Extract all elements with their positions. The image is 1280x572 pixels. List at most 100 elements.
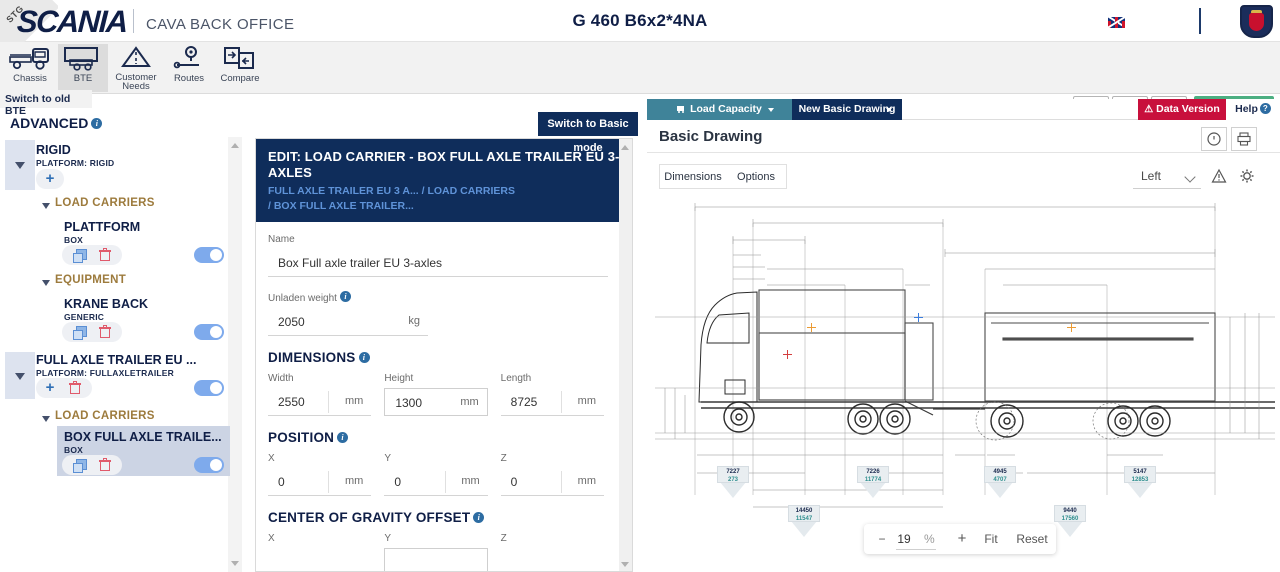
subtab-options[interactable]: Options: [737, 171, 775, 183]
length-input[interactable]: [508, 388, 564, 415]
print-button[interactable]: [1231, 127, 1257, 151]
toggle-krane-back[interactable]: [194, 324, 224, 340]
technical-drawing: [655, 203, 1275, 508]
breadcrumb-item-1[interactable]: FULL AXLE TRAILER EU 3 A...: [268, 185, 419, 197]
delete-icon[interactable]: [99, 248, 111, 261]
position-x-input[interactable]: [276, 468, 331, 495]
nav-item-customer-needs[interactable]: Customer Needs: [111, 44, 161, 92]
nav-item-chassis[interactable]: Chassis: [5, 44, 55, 92]
info-icon[interactable]: i: [358, 352, 370, 363]
copy-icon[interactable]: [73, 326, 87, 340]
section-collapse-icon-equipment[interactable]: [42, 280, 50, 286]
section-load-carriers-trailer[interactable]: LOAD CARRIERS: [55, 410, 155, 422]
position-z-field[interactable]: mm: [500, 468, 604, 496]
add-icon[interactable]: +: [45, 379, 55, 396]
drawing-canvas[interactable]: [655, 195, 1275, 572]
tree-scrollbar[interactable]: [228, 137, 242, 572]
scroll-up-icon[interactable]: [621, 145, 629, 150]
view-select[interactable]: Left: [1133, 164, 1201, 189]
info-icon[interactable]: i: [473, 512, 485, 523]
scroll-down-icon[interactable]: [231, 561, 239, 566]
toggle-full-axle-trailer[interactable]: [194, 380, 224, 396]
node-title-box-full-axle[interactable]: BOX FULL AXLE TRAILE...: [64, 430, 222, 444]
unladen-weight-field[interactable]: kg: [268, 308, 428, 336]
help-button[interactable]: Help?: [1226, 99, 1280, 120]
zoom-value-input[interactable]: 19 %: [896, 528, 936, 550]
zoom-reset-button[interactable]: Reset: [1016, 532, 1048, 546]
position-y-input[interactable]: [392, 468, 448, 495]
toggle-box-full-axle[interactable]: [194, 457, 224, 473]
node-subtitle-rigid: PLATFORM: RIGID: [36, 158, 115, 168]
breadcrumb-item-3[interactable]: / BOX FULL AXLE TRAILER...: [268, 200, 414, 212]
unladen-weight-input[interactable]: [276, 308, 366, 335]
zoom-in-button[interactable]: +: [957, 530, 967, 547]
section-collapse-icon[interactable]: [42, 203, 50, 209]
info-icon[interactable]: i: [337, 432, 349, 443]
scroll-down-icon[interactable]: [621, 562, 629, 567]
cog-x-input[interactable]: [276, 548, 331, 571]
nav-item-bte[interactable]: BTE: [58, 44, 108, 92]
road-icon: [111, 46, 161, 74]
zoom-out-button[interactable]: −: [878, 532, 886, 546]
copy-icon[interactable]: [73, 459, 87, 473]
warning-button[interactable]: [1211, 168, 1227, 189]
node-title-plattform[interactable]: PLATTFORM: [64, 220, 141, 234]
cog-y-label: Y: [384, 533, 391, 544]
tab-new-basic-drawing[interactable]: New Basic Drawing: [792, 99, 902, 120]
cog-x-field[interactable]: [268, 548, 372, 571]
position-y-field[interactable]: mm: [384, 468, 488, 496]
uk-flag-icon[interactable]: [1108, 17, 1125, 28]
section-load-carriers-rigid[interactable]: LOAD CARRIERS: [55, 197, 155, 209]
zoom-fit-button[interactable]: Fit: [984, 532, 998, 546]
header-divider-2: [1199, 8, 1201, 34]
name-field[interactable]: [268, 249, 608, 277]
switch-to-basic-mode-button[interactable]: Switch to Basic mode: [538, 112, 638, 154]
cog-z-input[interactable]: [508, 548, 564, 571]
tab-load-capacity[interactable]: Load Capacity: [647, 99, 792, 120]
scroll-up-icon[interactable]: [231, 143, 239, 148]
info-circle-button[interactable]: [1201, 127, 1227, 151]
tab-new-basic-drawing-label: New Basic Drawing: [798, 103, 896, 115]
add-rigid-button[interactable]: +: [36, 169, 64, 189]
section-equipment-rigid[interactable]: EQUIPMENT: [55, 274, 127, 286]
dimensions-heading: DIMENSIONS i: [268, 350, 604, 365]
section-collapse-icon-lc2[interactable]: [42, 416, 50, 422]
scania-griffin-icon: [1240, 5, 1273, 38]
switch-to-old-bte-button[interactable]: Switch to old BTE: [0, 90, 92, 117]
cog-z-field[interactable]: [500, 548, 604, 571]
breadcrumb-item-2[interactable]: LOAD CARRIERS: [427, 185, 515, 197]
axle-load-top: 14450: [795, 508, 813, 514]
width-field[interactable]: mm: [268, 388, 372, 416]
delete-icon[interactable]: [99, 325, 111, 338]
position-z-input[interactable]: [508, 468, 564, 495]
delete-icon[interactable]: [99, 458, 111, 471]
width-input[interactable]: [276, 388, 331, 415]
group-collapse-rigid[interactable]: [5, 140, 35, 190]
vehicle-tree: RIGID PLATFORM: RIGID + LOAD CARRIERS PL…: [0, 137, 250, 572]
dimension-length: Length mm: [500, 373, 604, 416]
cog-y-input[interactable]: [393, 549, 449, 571]
length-field[interactable]: mm: [500, 388, 604, 416]
position-x-field[interactable]: mm: [268, 468, 372, 496]
info-icon[interactable]: i: [339, 291, 351, 302]
node-title-krane-back[interactable]: KRANE BACK: [64, 297, 149, 311]
nav-label-needs: Needs: [122, 81, 150, 92]
subtab-dimensions[interactable]: Dimensions: [664, 171, 722, 183]
node-subtitle-plattform: BOX: [64, 235, 84, 245]
height-input[interactable]: [393, 389, 449, 416]
toggle-plattform[interactable]: [194, 247, 224, 263]
cog-y-field[interactable]: [384, 548, 488, 571]
zoom-toolbar: − 19 % + Fit Reset: [864, 524, 1056, 554]
settings-button[interactable]: [1239, 168, 1255, 189]
status-badge-data-version[interactable]: ⚠ Data Version: [1138, 99, 1226, 120]
height-field[interactable]: mm: [384, 388, 488, 416]
delete-icon[interactable]: [69, 381, 81, 394]
group-collapse-full-axle-trailer[interactable]: [5, 352, 35, 399]
name-input[interactable]: [276, 249, 596, 276]
copy-icon[interactable]: [73, 249, 87, 263]
nav-item-compare[interactable]: Compare: [215, 44, 265, 92]
info-icon[interactable]: i: [91, 118, 103, 129]
cog-x-label: X: [268, 533, 275, 544]
edit-panel-scrollbar[interactable]: [619, 139, 632, 571]
nav-item-routes[interactable]: Routes: [164, 44, 214, 92]
